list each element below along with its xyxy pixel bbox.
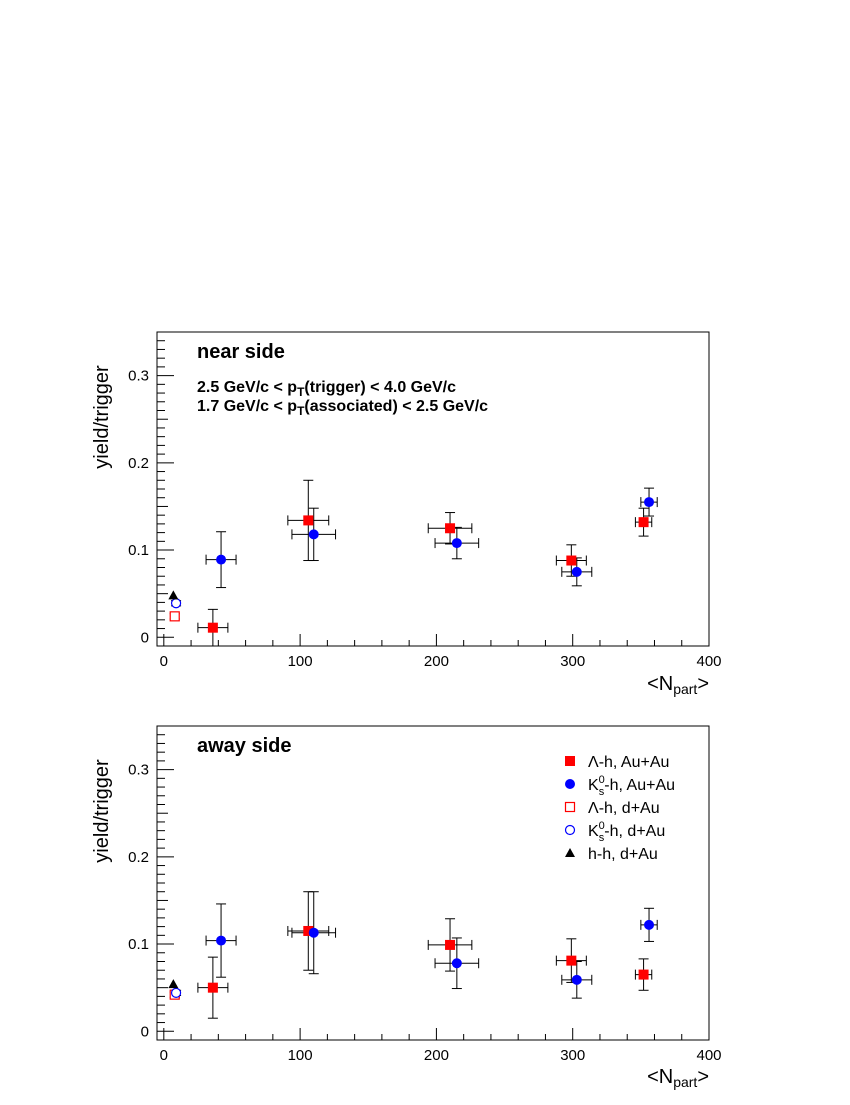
k0s_dau-point [170,987,182,999]
legend-text: Λ-h, d+Au [588,800,660,817]
lambda_auau-point [207,622,218,633]
legend-superscript: 0 [599,774,605,786]
k0s_dau-point [170,598,182,609]
legend-marker-lambda_auau [565,756,575,766]
annotation-text: 1.7 GeV/c < p [197,398,297,415]
x-tick-label: 0 [160,1047,168,1064]
x-tick-label: 0 [160,653,168,670]
y-tick-label: 0.3 [128,762,149,779]
x-tick-label: 200 [424,1047,449,1064]
panel-title: away side [197,735,292,757]
annotation-rest: (associated) < 2.5 GeV/c [304,398,488,415]
legend-text: -h, d+Au [604,823,665,840]
lambda_dau-point [169,611,180,622]
legend-subscript: s [599,832,605,844]
x-axis-title-sub: part [673,681,697,697]
lambda_auau-point [566,555,577,566]
k0s_auau-point [571,566,582,577]
x-tick-label: 200 [424,653,449,670]
lambda_auau-point [638,969,649,980]
y-axis-title: yield/trigger [91,759,113,863]
lambda_auau-point [445,523,456,534]
x-axis-title: <Npart> [647,1066,709,1090]
lambda_auau-point [207,982,218,993]
legend-label-lambda_auau: Λ-h, Au+Au [588,754,669,771]
kinematic-cut-label: 1.7 GeV/c < pT(associated) < 2.5 GeV/c [197,398,488,418]
x-axis-title-main: <N [647,673,673,695]
legend-text: K [588,777,599,794]
x-axis-title-end: > [697,673,709,695]
legend-label-hh_dau: h-h, d+Au [588,846,658,863]
legend-label-k0s_auau: K0 s-h, Au+Au [588,774,675,798]
legend-superscript: 0 [599,820,605,832]
annotation-subscript: T [297,385,305,399]
x-tick-label: 100 [288,1047,313,1064]
lambda_auau-point [445,939,456,950]
legend-text: K [588,823,599,840]
legend-marker-k0s_dau [564,824,576,836]
legend-label-k0s_dau: K0 s-h, d+Au [588,820,665,844]
panel-title: near side [197,341,285,363]
y-tick-label: 0 [141,629,149,646]
k0s_auau-point [571,974,582,985]
kinematic-cut-label: 2.5 GeV/c < pT(trigger) < 4.0 GeV/c [197,379,456,399]
annotation-subscript: T [297,404,305,418]
x-axis-title-sub: part [673,1074,697,1090]
k0s_auau-point [308,529,319,540]
k0s_auau-point [644,497,655,508]
legend-text: Λ-h, Au+Au [588,754,669,771]
legend-marker-hh_dau [565,848,575,857]
lambda_auau-point [303,515,314,526]
x-tick-label: 100 [288,653,313,670]
legend-label-lambda_dau: Λ-h, d+Au [588,800,660,817]
x-tick-label: 400 [696,653,721,670]
x-tick-label: 300 [560,653,585,670]
legend-text: h-h, d+Au [588,846,658,863]
k0s_auau-point [308,927,319,938]
x-axis-title-main: <N [647,1066,673,1088]
x-axis-title: <Npart> [647,673,709,697]
x-tick-label: 400 [696,1047,721,1064]
legend-marker-lambda_dau [564,801,576,813]
legend-marker-k0s_auau [565,779,575,789]
legend-subscript: s [599,786,605,798]
legend-text: -h, Au+Au [604,777,675,794]
near-side-panel: 0 100 200 300 400 0 0.1 0.2 0.3 yield/trigger <Npa… [91,331,722,697]
y-tick-label: 0.2 [128,849,149,866]
x-axis-title-end: > [697,1066,709,1088]
x-tick-label: 300 [560,1047,585,1064]
away-side-panel: 0 100 200 300 400 0 0.1 0.2 0.3 yield/trigger <Npa… [91,725,722,1090]
y-tick-label: 0.1 [128,936,149,953]
k0s_auau-point [216,554,227,565]
hh_dau-point [168,979,179,989]
y-tick-label: 0.1 [128,542,149,559]
lambda_auau-point [566,955,577,966]
hh_dau-point [168,590,179,600]
k0s_auau-point [216,935,227,946]
k0s_auau-point [451,958,462,969]
y-tick-label: 0.2 [128,455,149,472]
lambda_auau-point [303,925,314,936]
plot-frame [156,725,710,1041]
lambda_auau-point [638,517,649,528]
k0s_auau-point [451,538,462,549]
annotation-text: 2.5 GeV/c < p [197,379,297,396]
y-tick-label: 0.3 [128,368,149,385]
y-axis-title: yield/trigger [91,365,113,469]
k0s_auau-point [644,919,655,930]
y-tick-label: 0 [141,1023,149,1040]
annotation-rest: (trigger) < 4.0 GeV/c [304,379,456,396]
